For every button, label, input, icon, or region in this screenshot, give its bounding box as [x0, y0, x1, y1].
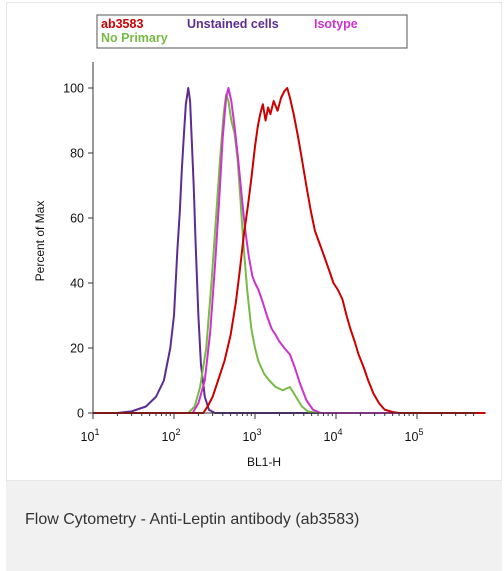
legend-box	[96, 14, 408, 49]
y-tick-label: 100	[63, 82, 84, 96]
x-tick-label: 105	[405, 427, 424, 444]
x-tick-label: 104	[324, 427, 343, 444]
caption-panel: Flow Cytometry - Anti-Leptin antibody (a…	[6, 481, 502, 571]
x-axis-ticks: 101 102 103 104 105	[81, 413, 475, 444]
figure-card	[6, 2, 502, 481]
y-tick-label: 20	[70, 342, 84, 356]
x-axis-title: BL1-H	[247, 455, 281, 469]
series-line-no-primary	[93, 93, 486, 414]
figure-caption: Flow Cytometry - Anti-Leptin antibody (a…	[25, 511, 360, 528]
y-axis-title: Percent of Max	[33, 201, 47, 282]
series-line-isotype	[93, 87, 486, 414]
y-tick-label: 80	[70, 147, 84, 161]
legend-entry-unstained-cells: Unstained cells	[187, 17, 279, 31]
flow-cytometry-histogram: ab3583 Unstained cells Isotype No Primar…	[33, 14, 486, 469]
series-line-ab3583	[93, 87, 486, 414]
y-tick-label: 40	[70, 277, 84, 291]
x-tick-label: 101	[81, 427, 100, 444]
series-layer	[93, 87, 486, 414]
legend-entry-ab3583: ab3583	[101, 17, 143, 31]
y-tick-label: 60	[70, 212, 84, 226]
legend-entry-isotype: Isotype	[314, 17, 358, 31]
y-tick-label: 0	[77, 407, 84, 421]
x-tick-label: 103	[243, 427, 262, 444]
series-line-unstained-cells	[93, 87, 486, 414]
x-tick-label: 102	[162, 427, 181, 444]
legend-entry-no-primary: No Primary	[101, 31, 168, 45]
y-axis-ticks: 0 20 40 60 80 100	[63, 82, 93, 421]
